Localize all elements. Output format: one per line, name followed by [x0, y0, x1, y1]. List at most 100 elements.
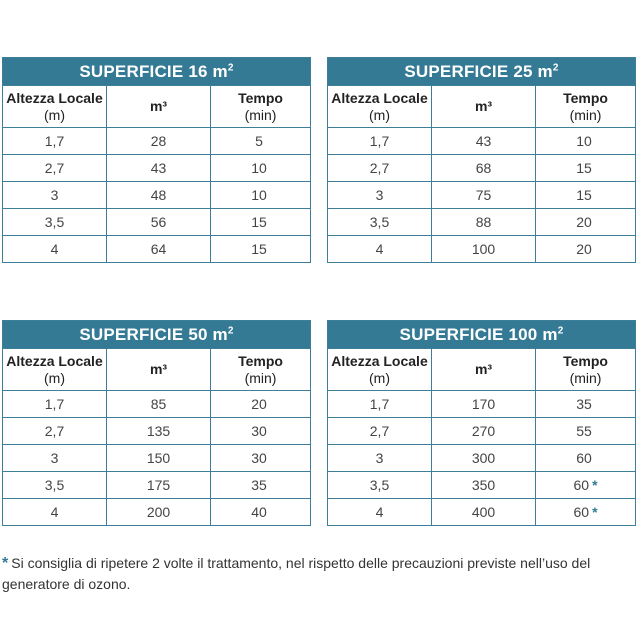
table-row: 2,7 43 10	[2, 154, 312, 182]
cell-altezza: 1,7	[327, 127, 432, 155]
cell-m3: 200	[106, 498, 211, 526]
cell-tempo: 15	[534, 181, 637, 209]
header-tempo: Tempo (min)	[209, 85, 312, 128]
cell-tempo: 10	[209, 181, 312, 209]
cell-m3: 28	[106, 127, 211, 155]
cell-altezza: 3,5	[327, 208, 432, 236]
cell-m3: 85	[106, 390, 211, 418]
cell-altezza: 4	[327, 498, 432, 526]
cell-altezza: 3	[327, 181, 432, 209]
cell-m3: 175	[106, 471, 211, 499]
cell-tempo: 20	[534, 235, 637, 263]
footnote-asterisk-icon: *	[2, 555, 9, 572]
cell-altezza: 3,5	[327, 471, 432, 499]
cell-tempo: 5	[209, 127, 312, 155]
cell-altezza: 1,7	[327, 390, 432, 418]
table-row: 2,7 135 30	[2, 417, 312, 445]
header-tempo: Tempo (min)	[534, 85, 637, 128]
cell-altezza: 3	[2, 444, 107, 472]
cell-altezza: 3,5	[2, 471, 107, 499]
cell-m3: 350	[431, 471, 536, 499]
table-row: 2,7 270 55	[327, 417, 637, 445]
cell-altezza: 2,7	[2, 417, 107, 445]
cell-m3: 135	[106, 417, 211, 445]
table-superficie-100: SUPERFICIE 100 m2 Altezza Locale (m) m³ T…	[326, 320, 637, 526]
cell-tempo: 60 *	[534, 471, 637, 499]
cell-m3: 48	[106, 181, 211, 209]
cell-tempo: 40	[209, 498, 312, 526]
header-tempo: Tempo (min)	[534, 348, 637, 391]
cell-altezza: 2,7	[327, 417, 432, 445]
cell-m3: 43	[106, 154, 211, 182]
table-row: 4 400 60 *	[327, 498, 637, 526]
cell-tempo: 35	[209, 471, 312, 499]
table-superficie-25: SUPERFICIE 25 m2 Altezza Locale (m) m³ Te…	[326, 57, 637, 263]
table-row: 1,7 28 5	[2, 127, 312, 155]
cell-m3: 75	[431, 181, 536, 209]
table-row: 1,7 43 10	[327, 127, 637, 155]
cell-tempo: 15	[534, 154, 637, 182]
cell-tempo: 60 *	[534, 498, 637, 526]
cell-m3: 64	[106, 235, 211, 263]
header-m3: m³	[431, 348, 536, 391]
asterisk-icon: *	[592, 504, 598, 520]
table-row: 3 75 15	[327, 181, 637, 209]
cell-altezza: 4	[327, 235, 432, 263]
cell-tempo: 15	[209, 208, 312, 236]
header-m3: m³	[431, 85, 536, 128]
table-row: 3,5 175 35	[2, 471, 312, 499]
cell-m3: 400	[431, 498, 536, 526]
table-row: 3,5 56 15	[2, 208, 312, 236]
header-tempo: Tempo (min)	[209, 348, 312, 391]
cell-tempo: 10	[209, 154, 312, 182]
footnote-text: Si consiglia di ripetere 2 volte il trat…	[2, 555, 591, 592]
table-superficie-50: SUPERFICIE 50 m2 Altezza Locale (m) m³ Te…	[1, 320, 312, 526]
cell-altezza: 4	[2, 498, 107, 526]
footnote: * Si consiglia di ripetere 2 volte il tra…	[2, 553, 632, 594]
table-title: SUPERFICIE 16 m2	[1, 57, 312, 86]
table-title: SUPERFICIE 100 m2	[326, 320, 637, 349]
cell-altezza: 3	[327, 444, 432, 472]
cell-m3: 170	[431, 390, 536, 418]
header-m3: m³	[106, 85, 211, 128]
table-row: 3 48 10	[2, 181, 312, 209]
cell-tempo: 20	[534, 208, 637, 236]
cell-m3: 68	[431, 154, 536, 182]
cell-altezza: 4	[2, 235, 107, 263]
cell-m3: 43	[431, 127, 536, 155]
header-altezza-locale: Altezza Locale (m)	[327, 85, 432, 128]
table-row: 3,5 88 20	[327, 208, 637, 236]
cell-tempo: 20	[209, 390, 312, 418]
header-altezza-locale: Altezza Locale (m)	[327, 348, 432, 391]
cell-m3: 56	[106, 208, 211, 236]
table-row: 3 150 30	[2, 444, 312, 472]
header-m3: m³	[106, 348, 211, 391]
table-title: SUPERFICIE 50 m2	[1, 320, 312, 349]
cell-tempo: 30	[209, 417, 312, 445]
table-superficie-16: SUPERFICIE 16 m2 Altezza Locale (m) m³ Te…	[1, 57, 312, 263]
cell-tempo: 55	[534, 417, 637, 445]
asterisk-icon: *	[592, 477, 598, 493]
cell-altezza: 2,7	[2, 154, 107, 182]
cell-altezza: 3,5	[2, 208, 107, 236]
cell-tempo: 35	[534, 390, 637, 418]
table-row: 3 300 60	[327, 444, 637, 472]
table-title: SUPERFICIE 25 m2	[326, 57, 637, 86]
header-altezza-locale: Altezza Locale (m)	[2, 85, 107, 128]
cell-altezza: 2,7	[327, 154, 432, 182]
cell-tempo: 15	[209, 235, 312, 263]
cell-altezza: 1,7	[2, 127, 107, 155]
table-row: 4 100 20	[327, 235, 637, 263]
table-row: 4 64 15	[2, 235, 312, 263]
header-altezza-locale: Altezza Locale (m)	[2, 348, 107, 391]
cell-tempo: 30	[209, 444, 312, 472]
cell-m3: 100	[431, 235, 536, 263]
cell-m3: 270	[431, 417, 536, 445]
cell-altezza: 1,7	[2, 390, 107, 418]
cell-tempo: 60	[534, 444, 637, 472]
table-row: 2,7 68 15	[327, 154, 637, 182]
cell-altezza: 3	[2, 181, 107, 209]
cell-m3: 88	[431, 208, 536, 236]
cell-m3: 300	[431, 444, 536, 472]
table-row: 3,5 350 60 *	[327, 471, 637, 499]
